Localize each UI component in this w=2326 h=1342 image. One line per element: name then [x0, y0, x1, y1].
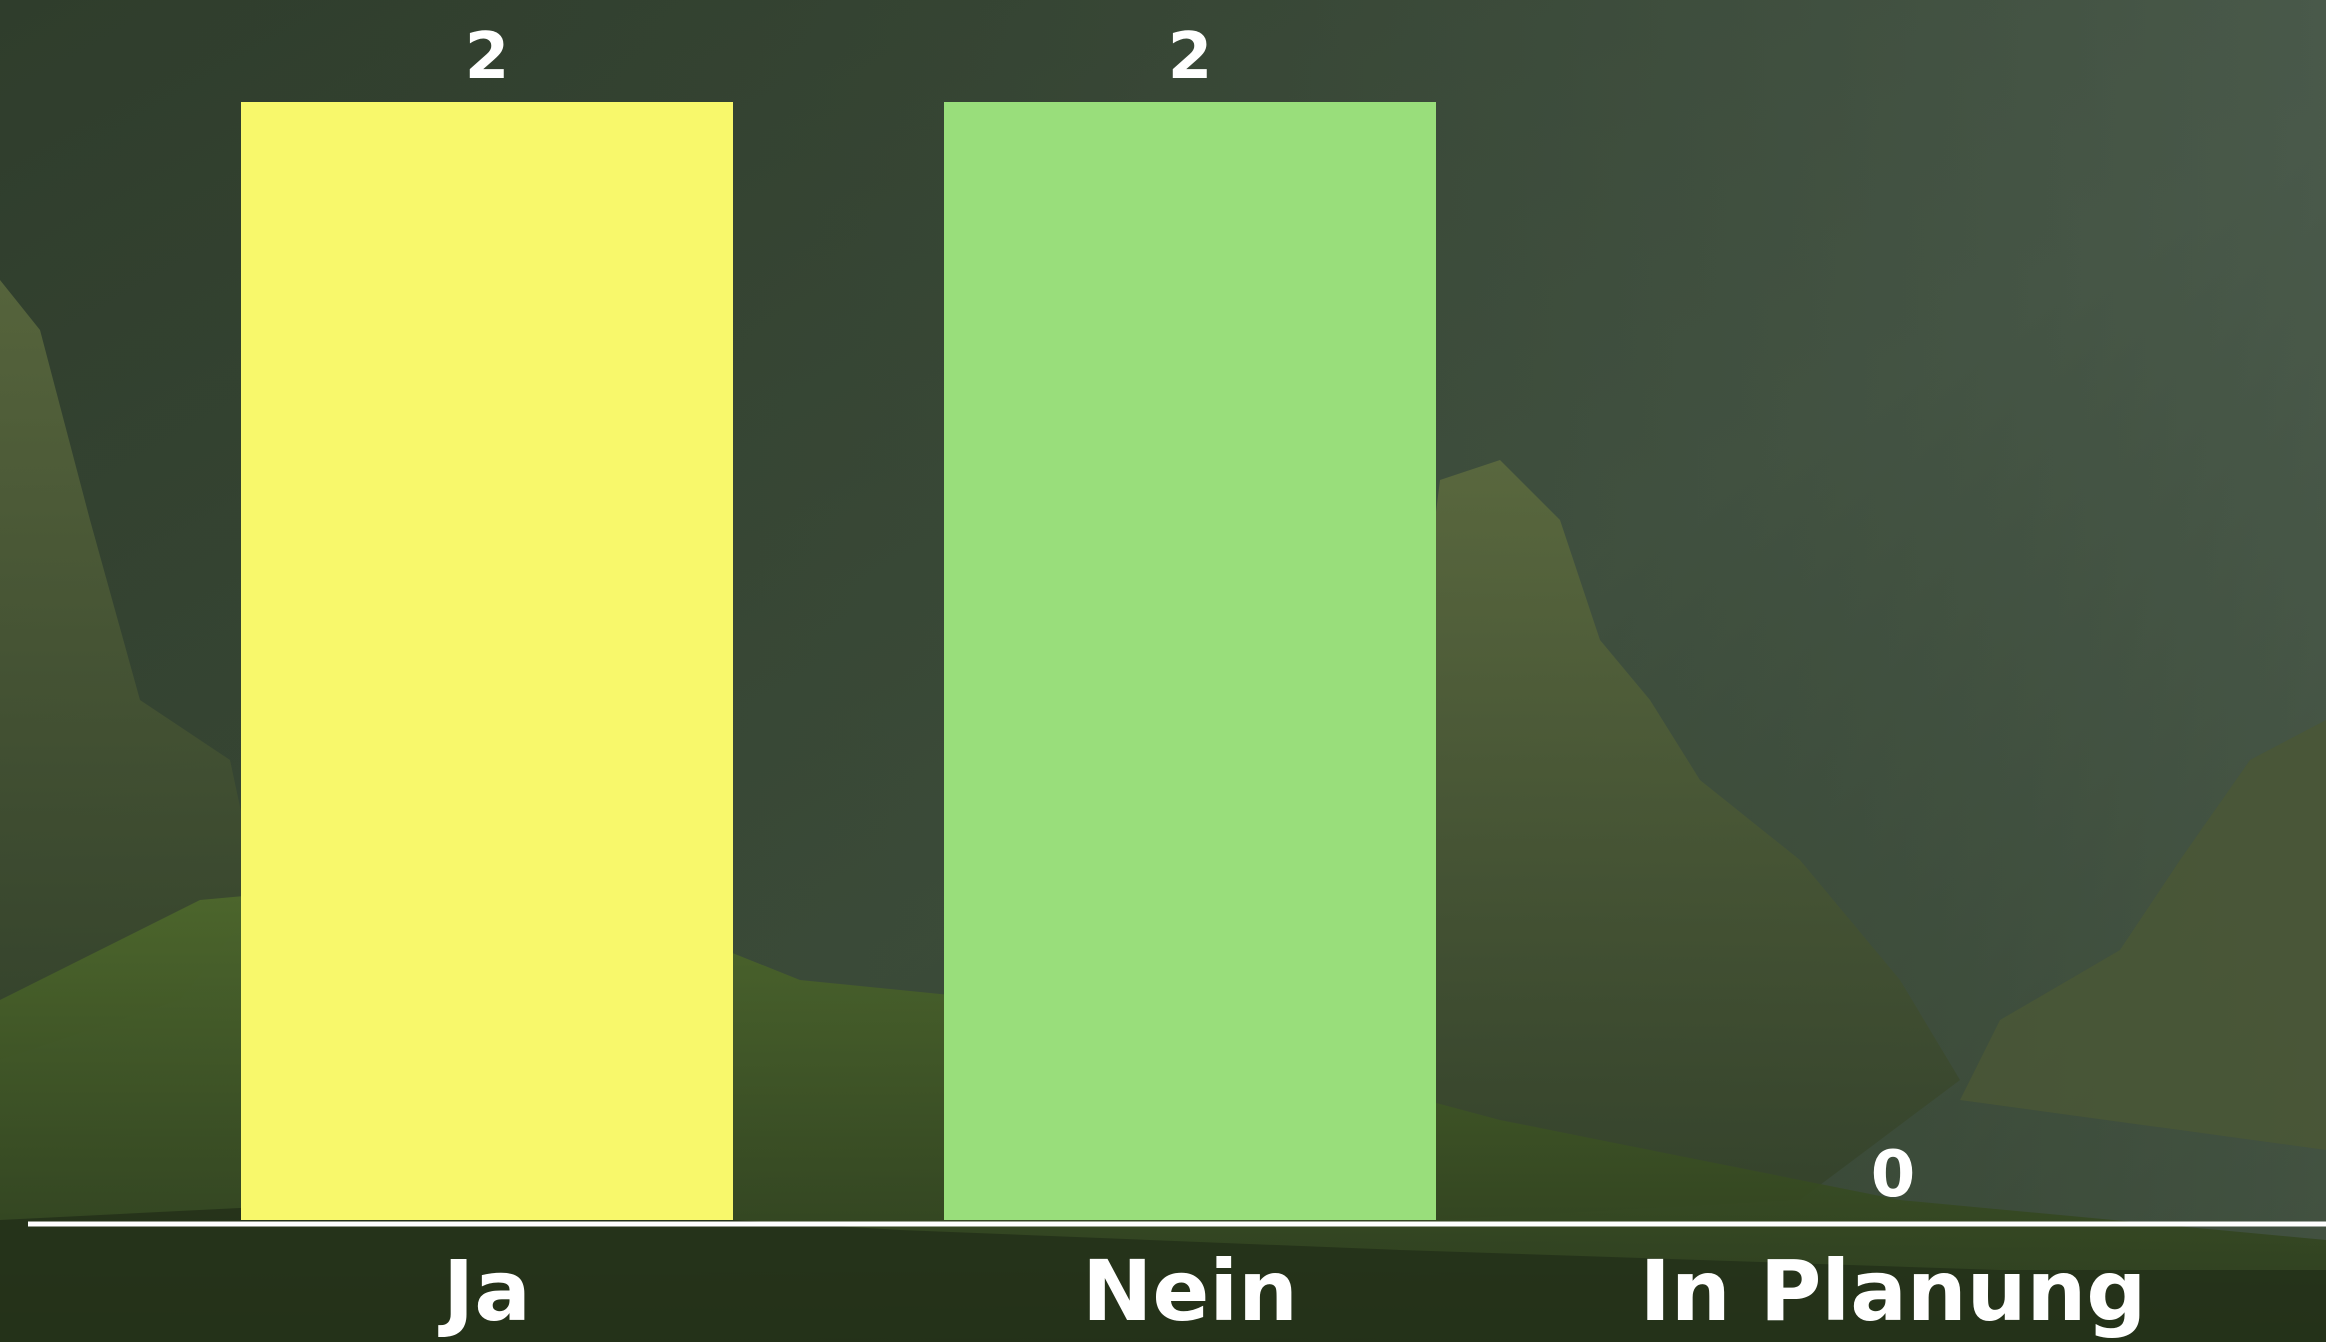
data-label-in-planung: 0: [1871, 1138, 1916, 1212]
category-label-ja: Ja: [438, 1242, 531, 1340]
data-label-ja: 2: [465, 20, 510, 94]
bar-ja: [241, 102, 733, 1220]
category-label-in-planung: In Planung: [1640, 1242, 2147, 1340]
category-label-nein: Nein: [1082, 1242, 1298, 1340]
data-label-nein: 2: [1168, 20, 1213, 94]
bar-nein: [944, 102, 1436, 1220]
